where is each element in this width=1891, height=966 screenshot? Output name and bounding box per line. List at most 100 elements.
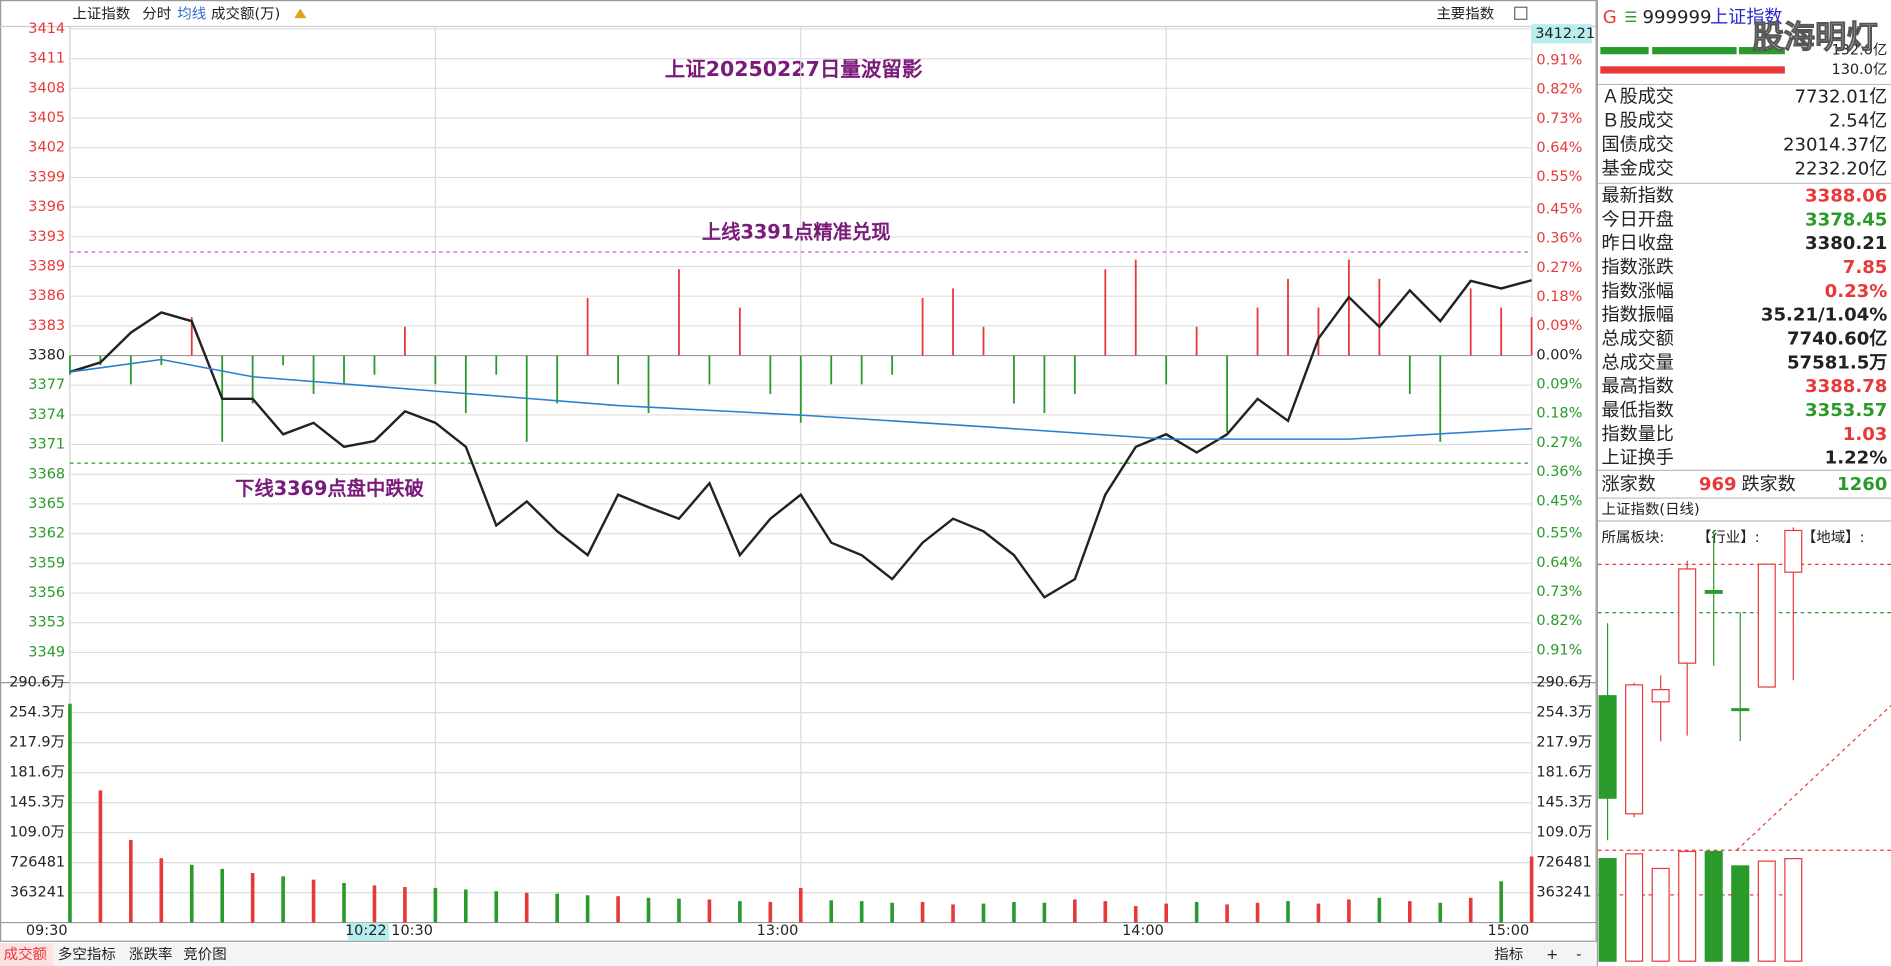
tab[interactable]: 分时	[142, 5, 171, 22]
hover-box	[1531, 24, 1592, 44]
tab[interactable]: 均线	[177, 5, 206, 22]
y-tick-label: 3386	[28, 288, 65, 304]
y-tick-label: 181.6万	[9, 765, 65, 781]
tab[interactable]: 竞价图	[183, 945, 226, 963]
volume-bar	[1316, 903, 1321, 923]
header-right[interactable]: 主要指数	[1436, 5, 1494, 22]
volume-bar	[433, 887, 438, 923]
label: 总成交额	[1602, 328, 1674, 349]
y-tick-label: 217.9万	[9, 735, 65, 751]
y-tick-label: 3393	[28, 229, 65, 245]
y2-tick-label: 0.91%	[1536, 52, 1582, 68]
value: 1.22%	[1825, 448, 1888, 469]
y-tick-label: 109.0万	[9, 825, 65, 841]
daily-volume-bar	[1598, 858, 1617, 962]
y2-tick-label: 0.45%	[1536, 493, 1582, 509]
value: 7.85	[1843, 257, 1888, 278]
y2-tick-label: 0.18%	[1536, 289, 1582, 305]
bar	[1739, 47, 1785, 55]
tab[interactable]: 多空指标	[58, 946, 116, 963]
y2-tick-label: 726481	[1536, 855, 1591, 871]
label: 指数振幅	[1602, 305, 1674, 326]
label: 最新指数	[1602, 186, 1674, 207]
bar	[1600, 66, 1785, 74]
daily-volume-bar	[1757, 860, 1776, 962]
price-line	[69, 279, 1532, 599]
volume-bar	[1529, 856, 1534, 923]
daily-volume-bar	[1784, 858, 1803, 962]
x-tick-label: 10:30	[391, 923, 433, 939]
y2-tick-label: 0.36%	[1536, 464, 1582, 480]
y-tick-label: 3408	[28, 80, 65, 96]
candle-body	[1651, 689, 1670, 703]
volume-bar	[1407, 901, 1412, 923]
price-line	[69, 358, 1532, 440]
volume-bar	[677, 898, 681, 923]
y-tick-label: 3411	[28, 51, 65, 67]
value: 1260	[1837, 474, 1887, 495]
volume-bar	[798, 887, 803, 923]
volume-bar	[1225, 904, 1229, 923]
x-tick-label: 09:30	[26, 923, 68, 939]
tab[interactable]: 成交额(万)	[211, 4, 280, 22]
tab[interactable]: 涨跌率	[129, 946, 172, 963]
button[interactable]: +	[1546, 947, 1558, 963]
sector: 【行业】:	[1697, 529, 1760, 546]
y-tick-label: 363241	[10, 885, 65, 901]
volume-bar	[920, 901, 925, 923]
x-tick-label: 13:00	[757, 923, 799, 939]
y-tick-label: 3371	[28, 437, 65, 453]
tab[interactable]: 成交额	[4, 945, 48, 963]
daily-volume-bar	[1651, 867, 1670, 962]
y2-tick-label: 181.6万	[1536, 765, 1592, 781]
y2-tick-label: 0.09%	[1536, 377, 1582, 393]
volume-bar	[646, 897, 651, 923]
candle-body	[1784, 529, 1803, 573]
volume-bar	[859, 901, 864, 923]
volume-bar	[1133, 906, 1138, 923]
label: 国债成交	[1602, 134, 1674, 155]
menu-icon[interactable]: ☰	[1624, 10, 1637, 26]
y-tick-label: 3380	[28, 348, 65, 364]
volume-bar	[189, 864, 194, 923]
value: 7732.01亿	[1795, 87, 1888, 108]
hover-value: 3412.21	[1535, 26, 1595, 42]
volume-bar	[98, 790, 103, 923]
sector: 【地域】:	[1802, 529, 1865, 546]
y-tick-label: 3402	[28, 140, 65, 156]
tab-bar	[0, 943, 1596, 966]
label: 上证换手	[1602, 448, 1674, 469]
watermark: 股海明灯	[1752, 20, 1877, 56]
candle-body	[1731, 708, 1750, 712]
y-tick-label: 3374	[28, 407, 65, 423]
y2-tick-label: 145.3万	[1536, 795, 1592, 811]
volume-bar	[1255, 902, 1260, 923]
volume-bar	[738, 901, 742, 923]
volume-bar	[372, 885, 377, 923]
volume-bar	[890, 902, 894, 923]
icon[interactable]	[1514, 6, 1528, 20]
button[interactable]: 指标	[1494, 946, 1523, 963]
volume-bar	[616, 896, 620, 923]
y-tick-label: 3405	[28, 110, 65, 126]
volume-bar	[1286, 901, 1290, 923]
y2-tick-label: 0.73%	[1536, 111, 1582, 127]
value: 7740.60亿	[1787, 327, 1887, 349]
y-tick-label: 3389	[28, 258, 65, 274]
value: 969	[1699, 474, 1737, 495]
volume-bar	[1194, 901, 1199, 923]
volume-bar	[342, 882, 346, 923]
y2-tick-label: 363241	[1536, 885, 1591, 901]
icon[interactable]	[294, 8, 307, 19]
value: 3378.45	[1805, 209, 1887, 230]
volume-bar	[403, 887, 407, 923]
volume-bar	[311, 879, 316, 923]
button[interactable]: -	[1576, 947, 1581, 963]
y-tick-label: 3359	[28, 555, 65, 571]
volume-bar	[951, 904, 955, 923]
label: 昨日收盘	[1602, 233, 1674, 254]
cursor-label: 10:22	[345, 923, 387, 939]
y2-tick-label: 0.18%	[1536, 406, 1582, 422]
